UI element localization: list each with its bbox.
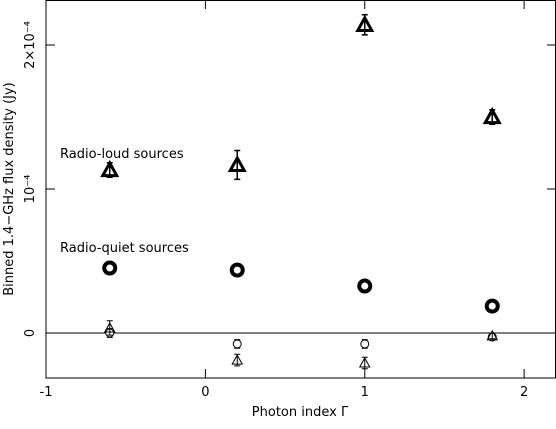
marker (229, 262, 245, 278)
marker (360, 339, 370, 349)
x-axis-label: Photon index Γ (252, 405, 349, 420)
y-tick-label: 0 (23, 329, 38, 337)
marker (103, 321, 116, 333)
series-label: Radio-loud sources (60, 147, 184, 162)
marker (486, 329, 499, 341)
error-bar (489, 332, 496, 340)
marker (100, 159, 120, 178)
marker (484, 298, 500, 314)
plot-frame (45, 0, 556, 379)
y-axis-label: Binned 1.4−GHz flux density (Jy) (2, 82, 17, 295)
x-tick-label: -1 (40, 385, 53, 400)
marker (482, 106, 502, 125)
marker (357, 278, 373, 294)
x-tick-label: 0 (201, 385, 209, 400)
marker (358, 356, 371, 368)
marker (227, 154, 247, 173)
x-tick-label: 1 (361, 385, 369, 400)
marker (102, 260, 118, 276)
marker (355, 14, 375, 32)
marker (232, 339, 242, 349)
y-tick-label: 2×10⁻⁴ (23, 21, 38, 69)
series-label: Radio-quiet sources (60, 241, 189, 256)
y-tick-label: 10⁻⁴ (23, 175, 38, 204)
x-tick-label: 2 (520, 385, 528, 400)
marker (231, 354, 244, 365)
